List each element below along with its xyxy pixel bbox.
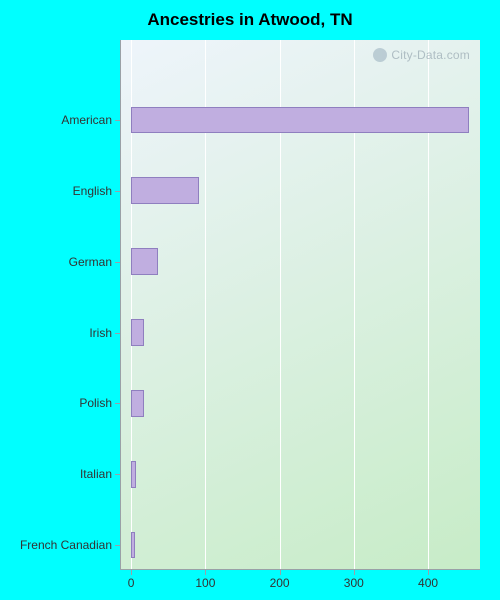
y-tick-mark bbox=[115, 403, 120, 404]
y-tick-mark bbox=[115, 262, 120, 263]
page: Ancestries in Atwood, TN City-Data.com 0… bbox=[0, 0, 500, 600]
watermark: City-Data.com bbox=[373, 48, 470, 62]
y-axis-line bbox=[120, 40, 121, 570]
y-tick-mark bbox=[115, 191, 120, 192]
chart-title: Ancestries in Atwood, TN bbox=[0, 10, 500, 30]
bar bbox=[131, 248, 158, 275]
x-tick-mark bbox=[354, 570, 355, 575]
bar bbox=[131, 390, 144, 417]
chart-plot-area: City-Data.com bbox=[120, 40, 480, 570]
bar bbox=[131, 461, 135, 488]
bar bbox=[131, 319, 144, 346]
y-tick-label: Polish bbox=[79, 396, 112, 410]
x-tick-label: 200 bbox=[270, 576, 290, 590]
y-tick-mark bbox=[115, 333, 120, 334]
y-tick-label: French Canadian bbox=[20, 538, 112, 552]
globe-icon bbox=[373, 48, 387, 62]
x-tick-label: 300 bbox=[344, 576, 364, 590]
bar bbox=[131, 107, 469, 134]
y-tick-label: American bbox=[61, 113, 112, 127]
x-axis-line bbox=[120, 569, 480, 570]
bar bbox=[131, 532, 135, 559]
x-tick-mark bbox=[428, 570, 429, 575]
x-tick-mark bbox=[280, 570, 281, 575]
bar bbox=[131, 177, 199, 204]
x-tick-label: 400 bbox=[418, 576, 438, 590]
watermark-text: City-Data.com bbox=[391, 48, 470, 62]
x-tick-mark bbox=[131, 570, 132, 575]
y-tick-mark bbox=[115, 474, 120, 475]
y-tick-mark bbox=[115, 545, 120, 546]
y-tick-label: English bbox=[73, 184, 112, 198]
y-tick-label: Irish bbox=[89, 326, 112, 340]
x-tick-label: 0 bbox=[128, 576, 135, 590]
y-tick-label: German bbox=[69, 255, 112, 269]
x-tick-label: 100 bbox=[195, 576, 215, 590]
x-tick-mark bbox=[205, 570, 206, 575]
y-tick-mark bbox=[115, 120, 120, 121]
y-tick-label: Italian bbox=[80, 467, 112, 481]
